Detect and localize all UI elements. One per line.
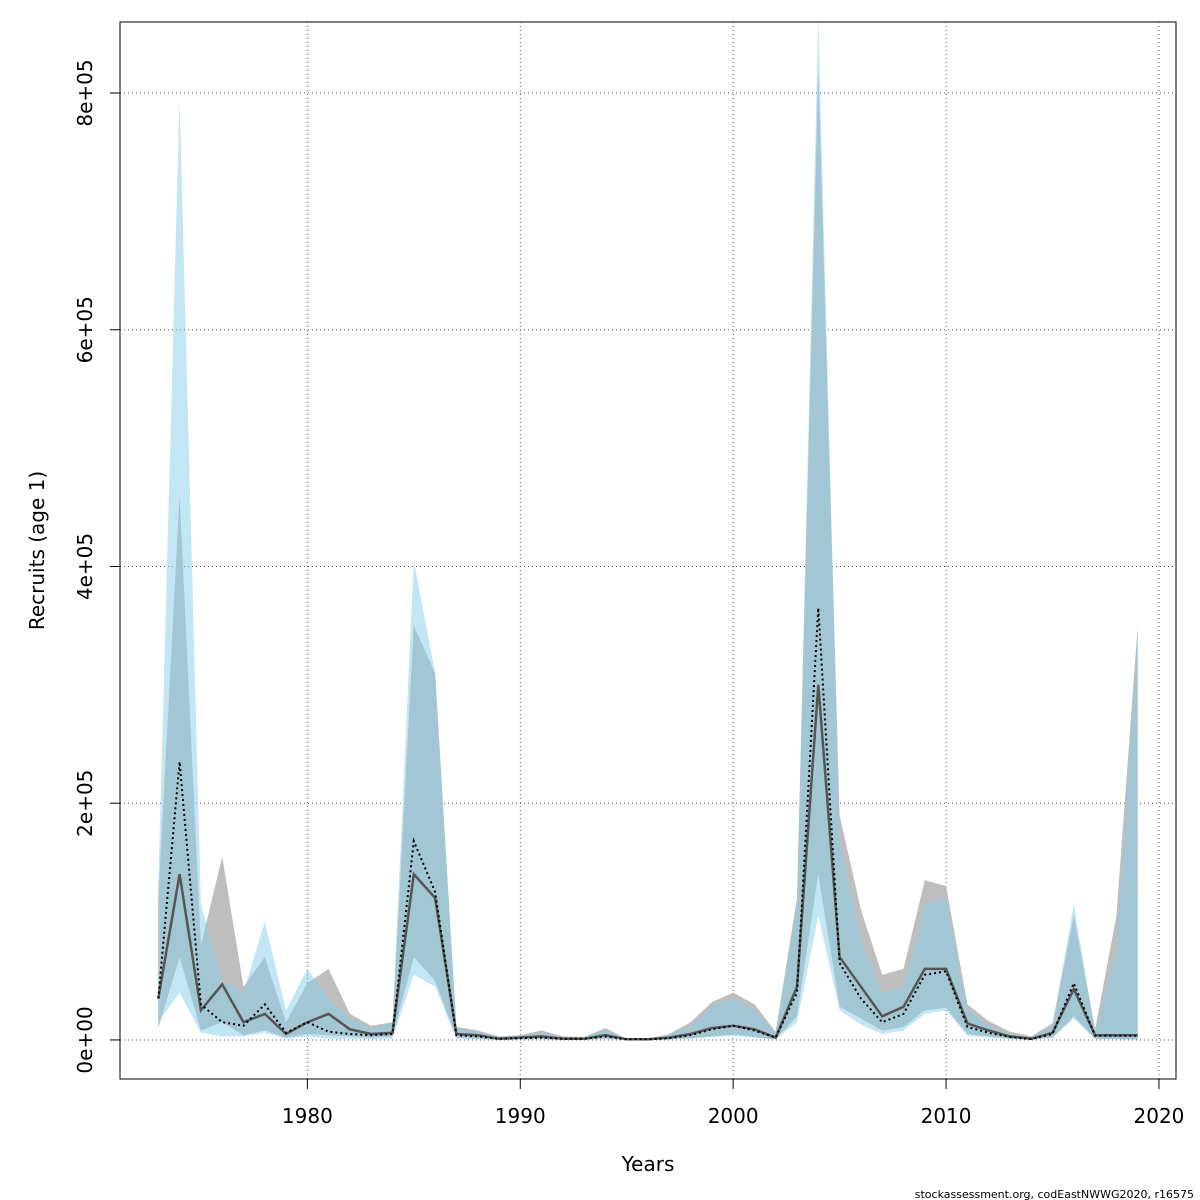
y-tick-label: 8e+05 [73, 59, 97, 126]
x-tick-label: 1980 [282, 1104, 333, 1128]
y-tick-label: 4e+05 [73, 533, 97, 600]
y-tick-label: 0e+00 [73, 1006, 97, 1073]
x-tick-label: 2020 [1134, 1104, 1185, 1128]
plot-frame [119, 21, 1177, 1080]
blue-estimate-line [157, 607, 1138, 1041]
x-axis: 1980 1990 2000 2010 2020 [282, 1078, 1185, 1128]
y-tick-label: 2e+05 [73, 770, 97, 837]
x-tick-label: 2010 [921, 1104, 972, 1128]
grid-lines [120, 22, 1176, 1079]
y-tick-label: 6e+05 [73, 296, 97, 363]
y-axis-title: Recruits (age 1) [25, 471, 49, 630]
x-axis-title: Years [621, 1152, 675, 1176]
x-tick-label: 1990 [495, 1104, 546, 1128]
y-axis: 0e+00 2e+05 4e+05 6e+05 8e+05 [73, 59, 121, 1074]
estimate-lines [157, 607, 1138, 1041]
grey-estimate-line [157, 684, 1138, 1041]
blue-confidence-band [158, 16, 1138, 1040]
footer-credit: stockassessment.org, codEastNWWG2020, r1… [915, 1188, 1194, 1200]
confidence-bands [158, 16, 1138, 1040]
grey-confidence-band [158, 69, 1138, 1040]
x-tick-label: 2000 [708, 1104, 759, 1128]
